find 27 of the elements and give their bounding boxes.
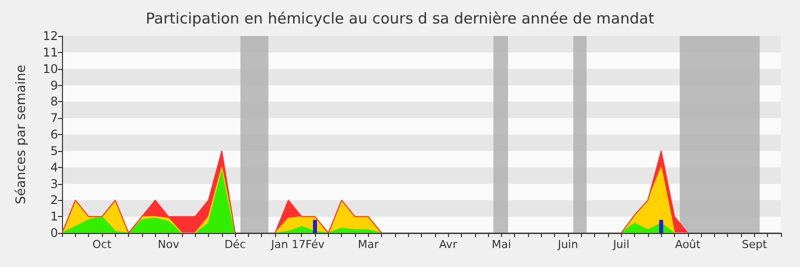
y-tick-label: 8 [50, 94, 58, 109]
x-tick-label: Jan 17 [270, 238, 306, 251]
x-tick-label: Août [675, 238, 702, 251]
y-tick-label: 10 [42, 62, 58, 76]
x-tick-label: Sept [742, 238, 768, 251]
y-tick-label: 12 [42, 29, 58, 43]
y-tick-label: 2 [50, 193, 58, 208]
x-tick-label: Avr [439, 238, 458, 251]
y-tick-label: 7 [50, 111, 58, 126]
y-axis-title: Séances par semaine [14, 64, 29, 204]
y-tick-label: 4 [50, 160, 58, 174]
y-tick-label: 5 [50, 144, 58, 158]
x-tick-label: Déc [224, 238, 246, 251]
x-tick-label: Fév [305, 238, 325, 251]
x-tick-label: Mar [358, 238, 380, 251]
x-tick-label: Juil [612, 238, 630, 251]
y-tick-label: 3 [50, 176, 58, 191]
y-tick-label: 9 [50, 78, 58, 92]
y-tick-label: 6 [50, 128, 58, 142]
y-tick-label: 11 [42, 45, 58, 60]
y-tick-label: 0 [50, 226, 58, 240]
chart-title: Participation en hémicycle au cours d sa dernière année de mandat [146, 10, 654, 28]
x-tick-label: Nov [158, 238, 180, 251]
y-tick-label: 1 [50, 210, 58, 224]
x-tick-label: Oct [92, 238, 112, 251]
x-tick-label: Mai [492, 238, 512, 251]
x-tick-label: Juin [556, 238, 578, 251]
